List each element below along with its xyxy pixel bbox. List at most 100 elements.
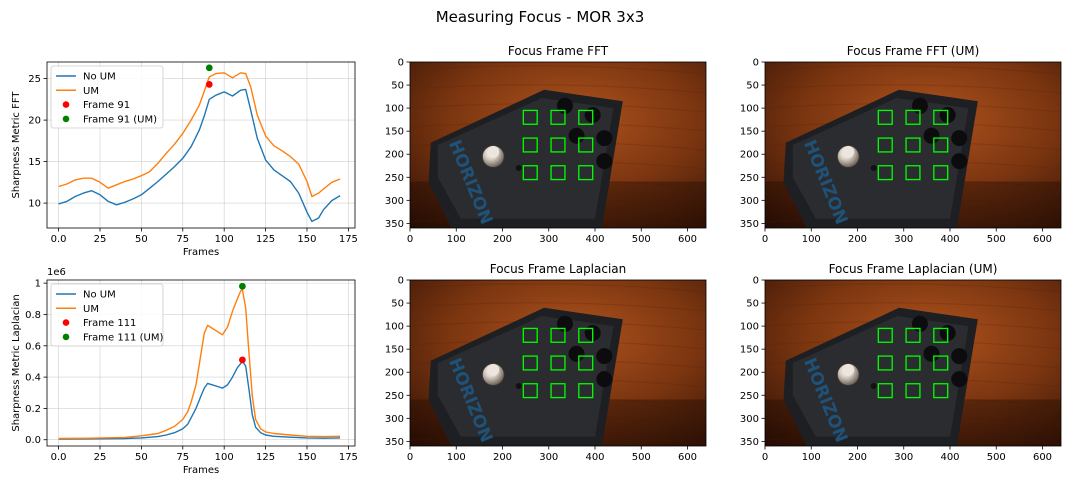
focus-box <box>933 327 949 343</box>
axes-frame <box>46 61 356 229</box>
y-tick-label: 25 <box>28 74 41 85</box>
knob <box>568 345 585 362</box>
focus-box <box>877 327 893 343</box>
y-tick-label: 250 <box>740 173 759 184</box>
x-tick-label: 500 <box>632 234 651 245</box>
y-tick-label: 0.2 <box>25 404 41 415</box>
wood-grain <box>410 283 706 293</box>
focus-box <box>578 383 594 399</box>
y-axis-label: Sharpness Metric Laplacian <box>11 294 22 431</box>
focus-box <box>877 383 893 399</box>
y-tick-label: 250 <box>385 391 404 402</box>
x-tick-label: 200 <box>493 452 512 463</box>
y-tick-label: 200 <box>385 150 404 161</box>
image-frame <box>409 61 707 229</box>
y-tick-label: 300 <box>385 414 404 425</box>
y-tick-label: 250 <box>740 391 759 402</box>
y-tick-label: 150 <box>740 345 759 356</box>
x-tick-label: 200 <box>848 234 867 245</box>
wood-grain <box>765 283 1061 293</box>
scatter-point <box>205 64 213 72</box>
focus-box <box>550 109 566 125</box>
x-tick-label: 300 <box>539 234 558 245</box>
legend-box <box>50 283 164 347</box>
y-exponent-label: 1e6 <box>47 267 66 278</box>
x-tick-label: 0.0 <box>51 234 67 245</box>
charts-layer: 0.0 25 50 75 100 125 150 17510152025FramesSharp… <box>11 61 358 476</box>
focus-box <box>578 137 594 153</box>
x-tick-label: 75 <box>176 234 189 245</box>
legend-marker <box>62 319 70 326</box>
x-tick-label: 400 <box>940 234 959 245</box>
legend-entry: No UM <box>83 72 116 83</box>
y-tick-label: 20 <box>28 116 41 127</box>
image-title: Focus Frame Laplacian (UM) <box>829 262 998 276</box>
wood-grain <box>765 65 1061 75</box>
image-title: Focus Frame Laplacian <box>490 262 627 276</box>
wood-grain <box>410 65 706 75</box>
x-tick-label: 100 <box>802 234 821 245</box>
focus-box <box>933 137 949 153</box>
x-tick-label: 100 <box>447 234 466 245</box>
focus-box <box>933 165 949 181</box>
focus-box <box>578 355 594 371</box>
x-tick-label: 150 <box>297 452 316 463</box>
focus-box <box>877 355 893 371</box>
x-tick-label: 100 <box>447 452 466 463</box>
scatter-point <box>239 356 246 364</box>
image-frame <box>764 279 1062 447</box>
x-tick-label: 600 <box>678 234 697 245</box>
y-tick-label: 150 <box>740 127 759 138</box>
image-title: Focus Frame FFT <box>508 44 609 58</box>
legend-entry: Frame 91 (UM) <box>83 114 157 125</box>
x-tick-label: 600 <box>1033 234 1052 245</box>
focus-box <box>905 355 921 371</box>
x-tick-label: 50 <box>135 452 148 463</box>
footswitch-cap <box>842 363 855 376</box>
x-tick-label: 300 <box>539 452 558 463</box>
knob <box>923 345 940 362</box>
wood-grain <box>765 302 1061 312</box>
led <box>515 383 522 390</box>
x-tick-label: 125 <box>256 234 275 245</box>
led <box>870 165 877 172</box>
knob <box>951 371 968 388</box>
x-tick-label: 0 <box>762 452 768 463</box>
knob <box>596 371 613 388</box>
y-tick-label: 300 <box>740 414 759 425</box>
image-panel-img-lap: HORIZON 0 100 200 300 400 500 600 0 50 100 150 200 25… <box>385 262 707 463</box>
y-tick-label: 0.6 <box>25 341 41 352</box>
wood-grain <box>410 302 706 312</box>
y-tick-label: 0 <box>753 58 759 69</box>
y-tick-label: 0.8 <box>25 310 41 321</box>
focus-box <box>905 109 921 125</box>
y-tick-label: 15 <box>28 157 41 168</box>
x-tick-label: 200 <box>848 452 867 463</box>
x-tick-label: 100 <box>215 234 234 245</box>
x-tick-label: 50 <box>135 234 148 245</box>
image-frame <box>409 279 707 447</box>
focus-box <box>877 137 893 153</box>
figure-title: Measuring Focus - MOR 3x3 <box>436 8 645 26</box>
x-tick-label: 75 <box>176 452 189 463</box>
x-tick-label: 300 <box>894 234 913 245</box>
y-tick-label: 200 <box>740 368 759 379</box>
focus-box <box>905 165 921 181</box>
focus-box <box>550 165 566 181</box>
focus-box <box>578 109 594 125</box>
x-tick-label: 400 <box>585 234 604 245</box>
focus-box <box>522 165 538 181</box>
y-tick-label: 1 <box>35 279 41 290</box>
legend-marker <box>62 115 70 123</box>
series-line <box>58 288 341 440</box>
legend-marker <box>62 333 70 341</box>
y-tick-label: 100 <box>740 322 759 333</box>
x-tick-label: 175 <box>339 234 358 245</box>
y-tick-label: 50 <box>746 299 759 310</box>
x-tick-label: 300 <box>894 452 913 463</box>
photo-scene: HORIZON <box>765 62 1061 228</box>
y-tick-label: 100 <box>385 104 404 115</box>
y-tick-label: 50 <box>391 81 404 92</box>
knob <box>568 127 585 144</box>
y-tick-label: 350 <box>740 437 759 448</box>
